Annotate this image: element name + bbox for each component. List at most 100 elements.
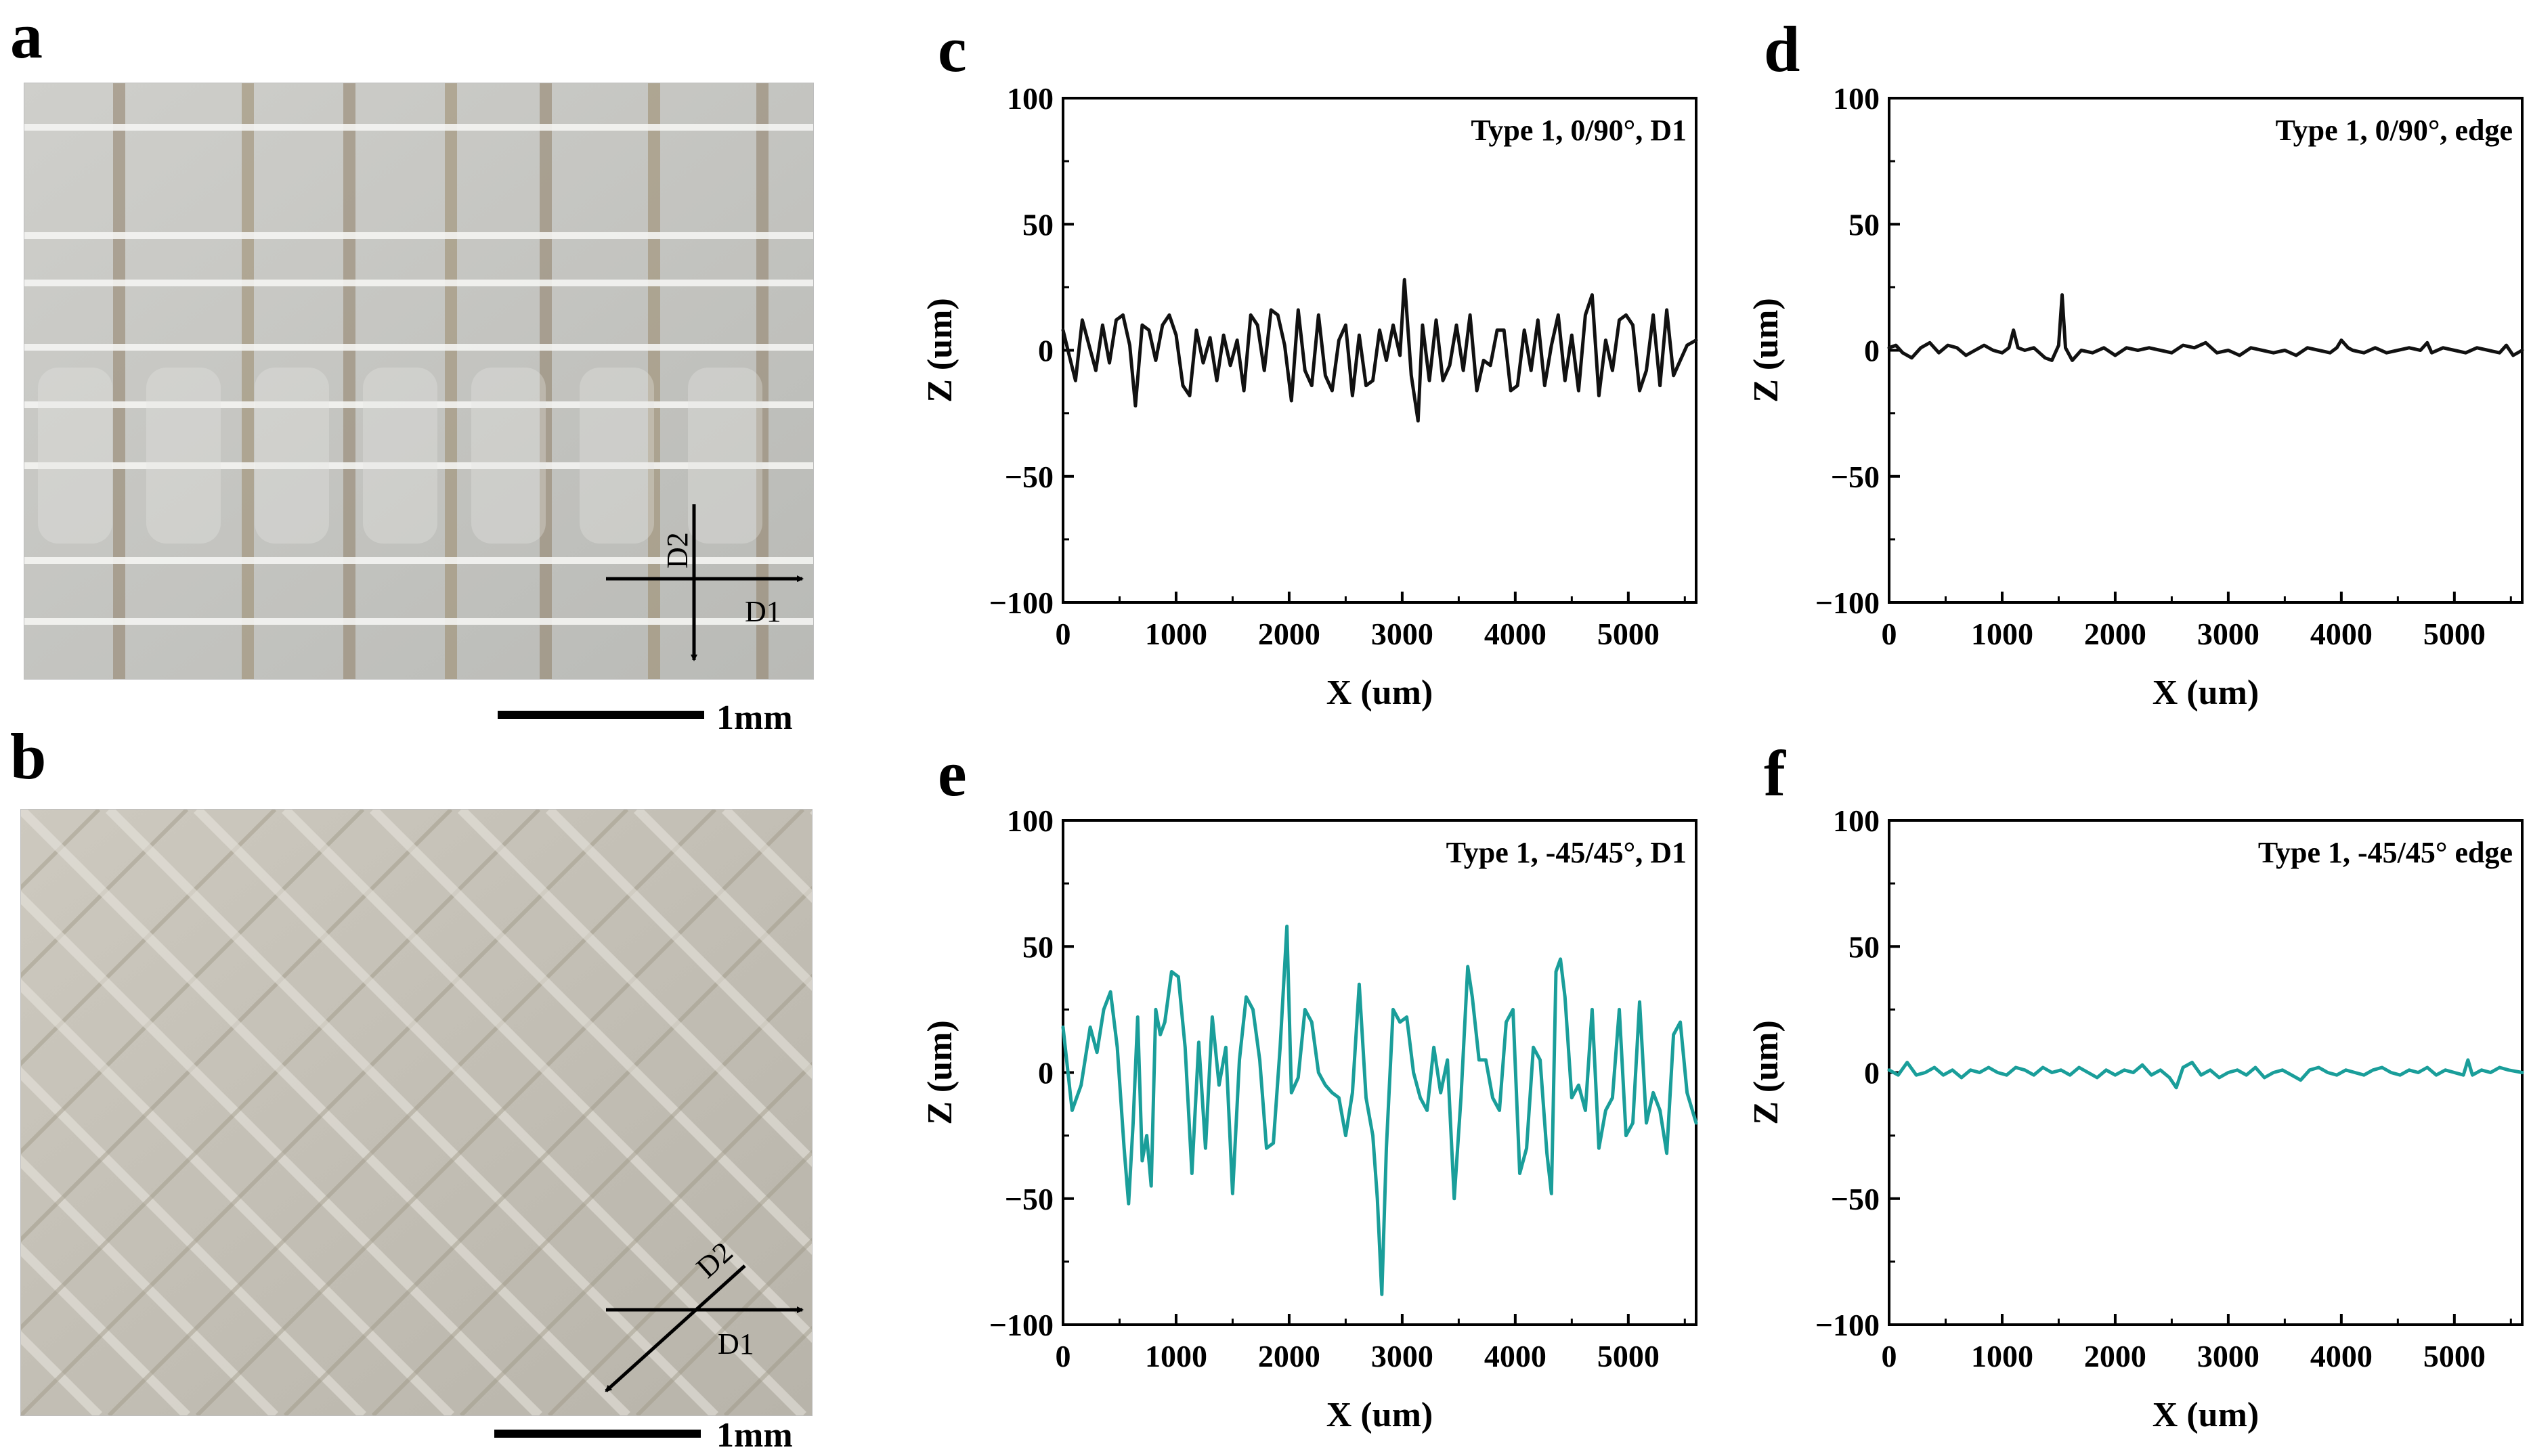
chart-title: Type 1, 0/90°, edge xyxy=(2276,114,2513,147)
x-tick-label: 5000 xyxy=(1597,617,1660,651)
fiber-highlight xyxy=(24,344,813,351)
x-tick-label: 3000 xyxy=(2197,617,2259,651)
x-tick-label: 1000 xyxy=(1145,1339,1207,1373)
micrograph-b xyxy=(20,809,813,1416)
series-line xyxy=(1061,925,1698,1296)
chart-f: 0 1000 2000 3000 4000 5000 100 50 0 −50 −100 X (um)… xyxy=(1747,803,2524,1434)
chart-d: 0 1000 2000 3000 4000 5000 100 50 0 −50 −100 X (um)… xyxy=(1747,81,2524,712)
fiber-diagonal xyxy=(21,810,630,1415)
y-tick-label: −100 xyxy=(1815,1308,1880,1342)
fiber-highlight xyxy=(24,557,813,564)
fiber-highlight xyxy=(24,618,813,625)
scalebar-label-a: 1mm xyxy=(716,699,793,737)
x-axis-label: X (um) xyxy=(2153,674,2259,712)
x-tick-label: 4000 xyxy=(1484,1339,1546,1373)
y-tick-label: −50 xyxy=(1005,460,1054,494)
chart-title: Type 1, -45/45°, D1 xyxy=(1446,836,1687,869)
fiber-diagonal xyxy=(21,1155,278,1415)
tow-reflection xyxy=(471,368,546,544)
y-tick-label: −100 xyxy=(1815,586,1880,620)
y-tick-label: 0 xyxy=(1864,334,1880,368)
fiber-diagonal-gap xyxy=(283,885,812,1415)
plot-frame xyxy=(1888,97,2524,604)
y-tick-label: −50 xyxy=(1831,1182,1880,1216)
fiber-diagonal-gap xyxy=(21,810,453,1243)
panel-letter-d: d xyxy=(1764,13,1800,85)
fiber-diagonal-gap xyxy=(21,810,365,1155)
fiber-diagonal xyxy=(282,810,812,1343)
panel-letter-e: e xyxy=(938,737,967,810)
y-tick-label: 100 xyxy=(1007,803,1054,838)
fiber-diagonal xyxy=(546,810,812,1079)
fiber-diagonal xyxy=(21,1067,366,1415)
y-tick-label: 100 xyxy=(1833,803,1880,838)
x-tick-label: 4000 xyxy=(2310,617,2373,651)
x-axis-label: X (um) xyxy=(2153,1396,2259,1434)
x-tick-label: 3000 xyxy=(1371,1339,1433,1373)
fiber-diagonal xyxy=(21,891,542,1415)
fiber-diagonal xyxy=(370,810,812,1255)
y-tick-label: 50 xyxy=(1022,207,1054,242)
x-tick-label: 2000 xyxy=(1258,1339,1320,1373)
chart-title: Type 1, -45/45° edge xyxy=(2258,836,2513,869)
x-tick-label: 0 xyxy=(1056,1339,1071,1373)
panel-letter-c: c xyxy=(938,13,967,85)
x-tick-label: 2000 xyxy=(2084,617,2146,651)
x-tick-label: 1000 xyxy=(1971,1339,2033,1373)
x-tick-label: 5000 xyxy=(2423,1339,2486,1373)
scalebar-a xyxy=(498,711,704,719)
y-axis-label: Z (um) xyxy=(921,1020,959,1125)
scalebar-label-b: 1mm xyxy=(716,1416,793,1455)
x-tick-label: 3000 xyxy=(2197,1339,2259,1373)
y-tick-label: 0 xyxy=(1864,1056,1880,1090)
series-line xyxy=(1061,278,1698,423)
y-axis-label: Z (um) xyxy=(921,298,959,403)
y-tick-label: 50 xyxy=(1848,929,1880,964)
fiber-highlight xyxy=(24,280,813,286)
y-tick-label: −100 xyxy=(989,586,1054,620)
panel-letter-a: a xyxy=(10,0,43,72)
x-tick-label: 4000 xyxy=(2310,1339,2373,1373)
y-axis-label: Z (um) xyxy=(1747,298,1786,403)
tow-reflection xyxy=(688,368,762,544)
y-tick-label: 0 xyxy=(1038,1056,1054,1090)
chart-title: Type 1, 0/90°, D1 xyxy=(1471,114,1687,147)
x-tick-label: 2000 xyxy=(2084,1339,2146,1373)
y-tick-label: 100 xyxy=(1833,81,1880,116)
fiber-diagonal xyxy=(634,810,812,991)
x-tick-label: 1000 xyxy=(1971,617,2033,651)
x-tick-label: 0 xyxy=(1056,617,1071,651)
x-tick-label: 0 xyxy=(1882,617,1897,651)
fiber-diagonal-gap xyxy=(195,810,805,1415)
fiber-diagonal-gap xyxy=(21,810,189,979)
tow-reflection xyxy=(580,368,654,544)
x-tick-label: 1000 xyxy=(1145,617,1207,651)
y-tick-label: −100 xyxy=(989,1308,1054,1342)
y-tick-label: 100 xyxy=(1007,81,1054,116)
fiber-highlight xyxy=(24,124,813,131)
fiber-diagonal-gap xyxy=(107,810,717,1415)
x-axis-label: X (um) xyxy=(1326,674,1433,712)
fiber-diagonal xyxy=(21,979,454,1415)
tow-reflection xyxy=(363,368,437,544)
tow-reflection xyxy=(38,368,112,544)
y-tick-label: −50 xyxy=(1005,1182,1054,1216)
x-tick-label: 5000 xyxy=(2423,617,2486,651)
scalebar-b xyxy=(494,1430,701,1438)
x-tick-label: 2000 xyxy=(1258,617,1320,651)
fiber-diagonal-gap xyxy=(459,1061,812,1415)
fiber-diagonal-gap xyxy=(21,810,541,1331)
y-tick-label: 0 xyxy=(1038,334,1054,368)
fiber-diagonal-gap xyxy=(371,973,812,1415)
y-tick-label: −50 xyxy=(1831,460,1880,494)
fiber-highlight xyxy=(24,401,813,408)
chart-e: 0 1000 2000 3000 4000 5000 100 50 0 −50 −100 X (um)… xyxy=(921,803,1698,1434)
y-tick-label: 50 xyxy=(1022,929,1054,964)
fiber-highlight xyxy=(24,462,813,469)
x-tick-label: 5000 xyxy=(1597,1339,1660,1373)
y-axis-label: Z (um) xyxy=(1747,1020,1786,1125)
chart-c: 0 1000 2000 3000 4000 5000 100 50 0 −50 −100 X (um)… xyxy=(921,81,1698,712)
panel-letter-b: b xyxy=(10,720,47,793)
fiber-diagonal-gap xyxy=(21,810,277,1067)
